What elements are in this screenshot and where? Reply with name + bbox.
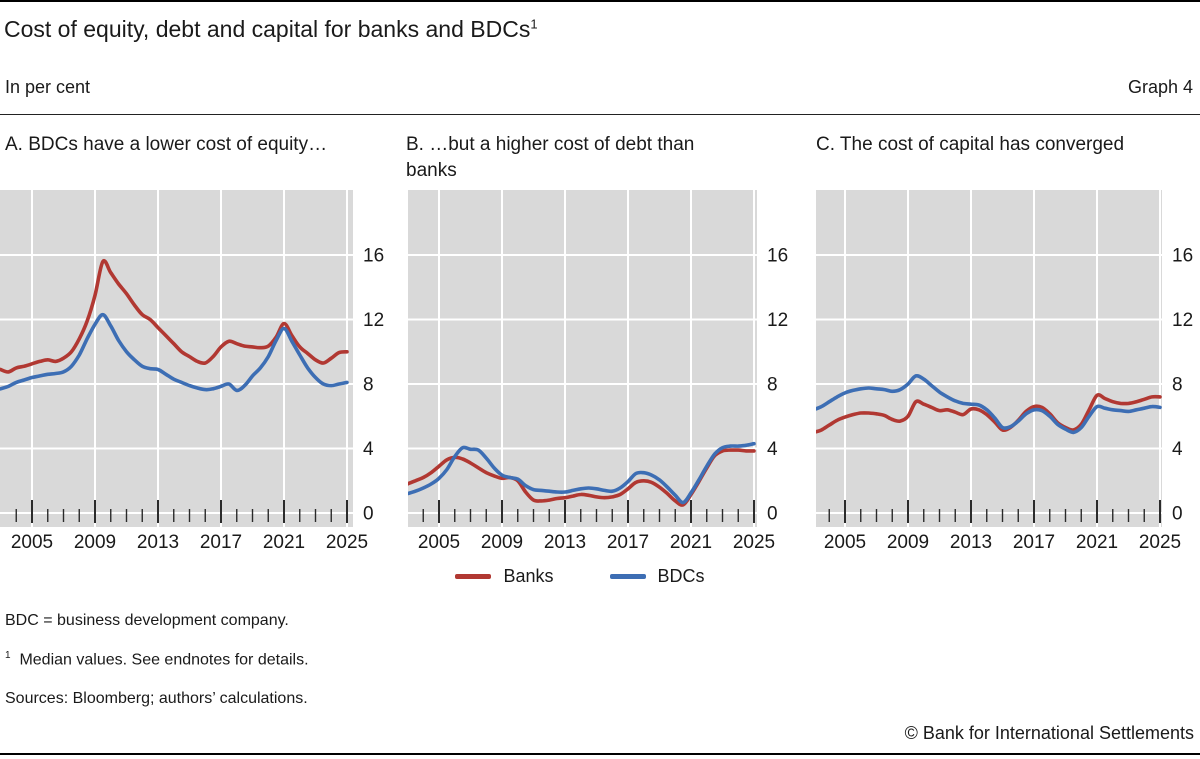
plot-area <box>408 190 757 527</box>
svg-text:8: 8 <box>1172 375 1183 396</box>
copyright-notice: © Bank for International Settlements <box>904 723 1194 743</box>
svg-text:2005: 2005 <box>418 532 460 553</box>
svg-text:16: 16 <box>1172 246 1193 267</box>
x-axis-ticks <box>422 500 755 523</box>
gridlines <box>816 190 1162 527</box>
svg-text:2013: 2013 <box>137 532 179 553</box>
svg-text:2009: 2009 <box>887 532 929 553</box>
footnote-abbreviation: BDC = business development company. <box>5 612 289 629</box>
svg-text:2009: 2009 <box>74 532 116 553</box>
line-bdcs <box>0 312 349 393</box>
y-axis-labels: 0 4 8 12 16 <box>767 246 788 525</box>
svg-text:2013: 2013 <box>950 532 992 553</box>
line-bdcs <box>408 441 756 505</box>
svg-text:2021: 2021 <box>263 532 305 553</box>
page-title-footnote-marker: 1 <box>530 16 538 32</box>
svg-text:2025: 2025 <box>733 532 775 553</box>
page-title: Cost of equity, debt and capital for ban… <box>4 16 538 43</box>
x-axis-ticks <box>828 500 1161 523</box>
svg-text:12: 12 <box>767 310 788 331</box>
svg-text:0: 0 <box>767 504 778 525</box>
svg-text:2017: 2017 <box>1013 532 1055 553</box>
line-banks <box>816 393 1162 434</box>
panel-b-title: B. …but a higher cost of debt than banks <box>406 134 695 181</box>
y-axis-labels: 0 4 8 12 16 <box>363 246 384 525</box>
graph-number: Graph 4 <box>1127 77 1193 97</box>
x-axis-labels: 2005 2009 2013 2017 2021 2025 <box>11 532 368 553</box>
banks-line-swatch <box>455 574 492 579</box>
x-axis-ticks <box>15 500 348 523</box>
panel-c-chart: 0 4 8 12 16 2005 2009 2013 2017 2021 2025 <box>816 190 1193 553</box>
footnote-1-text: Median values. See endnotes for details. <box>19 651 309 669</box>
svg-text:12: 12 <box>363 310 384 331</box>
panel-a-chart: 0 4 8 12 16 2005 2009 2013 2017 2021 2025 <box>0 190 384 553</box>
svg-text:16: 16 <box>767 246 788 267</box>
unit-label: In per cent <box>5 77 91 97</box>
svg-text:2021: 2021 <box>670 532 712 553</box>
svg-text:4: 4 <box>363 439 374 460</box>
legend-label-bdcs: BDCs <box>657 566 705 586</box>
svg-text:8: 8 <box>363 375 374 396</box>
panel-b-chart: 0 4 8 12 16 2005 2009 2013 2017 2021 2025 <box>408 190 788 553</box>
panel-a-title: A. BDCs have a lower cost of equity… <box>5 134 328 155</box>
top-border <box>0 0 1200 2</box>
svg-text:2013: 2013 <box>544 532 586 553</box>
x-axis-labels: 2005 2009 2013 2017 2021 2025 <box>824 532 1181 553</box>
svg-text:2021: 2021 <box>1076 532 1118 553</box>
svg-text:2017: 2017 <box>200 532 242 553</box>
series-lines <box>816 373 1162 435</box>
y-axis-labels: 0 4 8 12 16 <box>1172 246 1193 525</box>
line-bdcs <box>816 373 1162 435</box>
gridlines <box>0 190 353 527</box>
svg-text:2009: 2009 <box>481 532 523 553</box>
svg-text:4: 4 <box>1172 439 1183 460</box>
svg-text:2017: 2017 <box>607 532 649 553</box>
footnote-sources: Sources: Bloomberg; authors’ calculation… <box>5 690 308 707</box>
footnote-1: 1 Median values. See endnotes for detail… <box>5 650 309 669</box>
footnote-1-marker: 1 <box>5 650 11 661</box>
series-lines <box>0 258 349 393</box>
panel-c-title: C. The cost of capital has converged <box>816 134 1125 155</box>
legend-item-banks: Banks <box>455 566 554 587</box>
svg-text:2005: 2005 <box>824 532 866 553</box>
plot-area <box>816 190 1162 527</box>
header-divider <box>0 114 1200 115</box>
line-banks <box>0 258 349 374</box>
legend: Banks BDCs <box>400 566 760 587</box>
svg-text:0: 0 <box>363 504 374 525</box>
svg-text:2005: 2005 <box>11 532 53 553</box>
svg-text:8: 8 <box>767 375 778 396</box>
series-lines <box>408 441 756 507</box>
plot-area <box>0 190 353 527</box>
x-axis-labels: 2005 2009 2013 2017 2021 2025 <box>418 532 775 553</box>
svg-text:16: 16 <box>363 246 384 267</box>
bottom-border <box>0 753 1200 755</box>
svg-text:0: 0 <box>1172 504 1183 525</box>
bdcs-line-swatch <box>609 574 646 579</box>
legend-item-bdcs: BDCs <box>609 566 705 587</box>
svg-text:4: 4 <box>767 439 778 460</box>
svg-text:2025: 2025 <box>1139 532 1181 553</box>
page-title-text: Cost of equity, debt and capital for ban… <box>4 16 531 42</box>
svg-text:12: 12 <box>1172 310 1193 331</box>
svg-text:2025: 2025 <box>326 532 368 553</box>
legend-label-banks: Banks <box>503 566 554 586</box>
